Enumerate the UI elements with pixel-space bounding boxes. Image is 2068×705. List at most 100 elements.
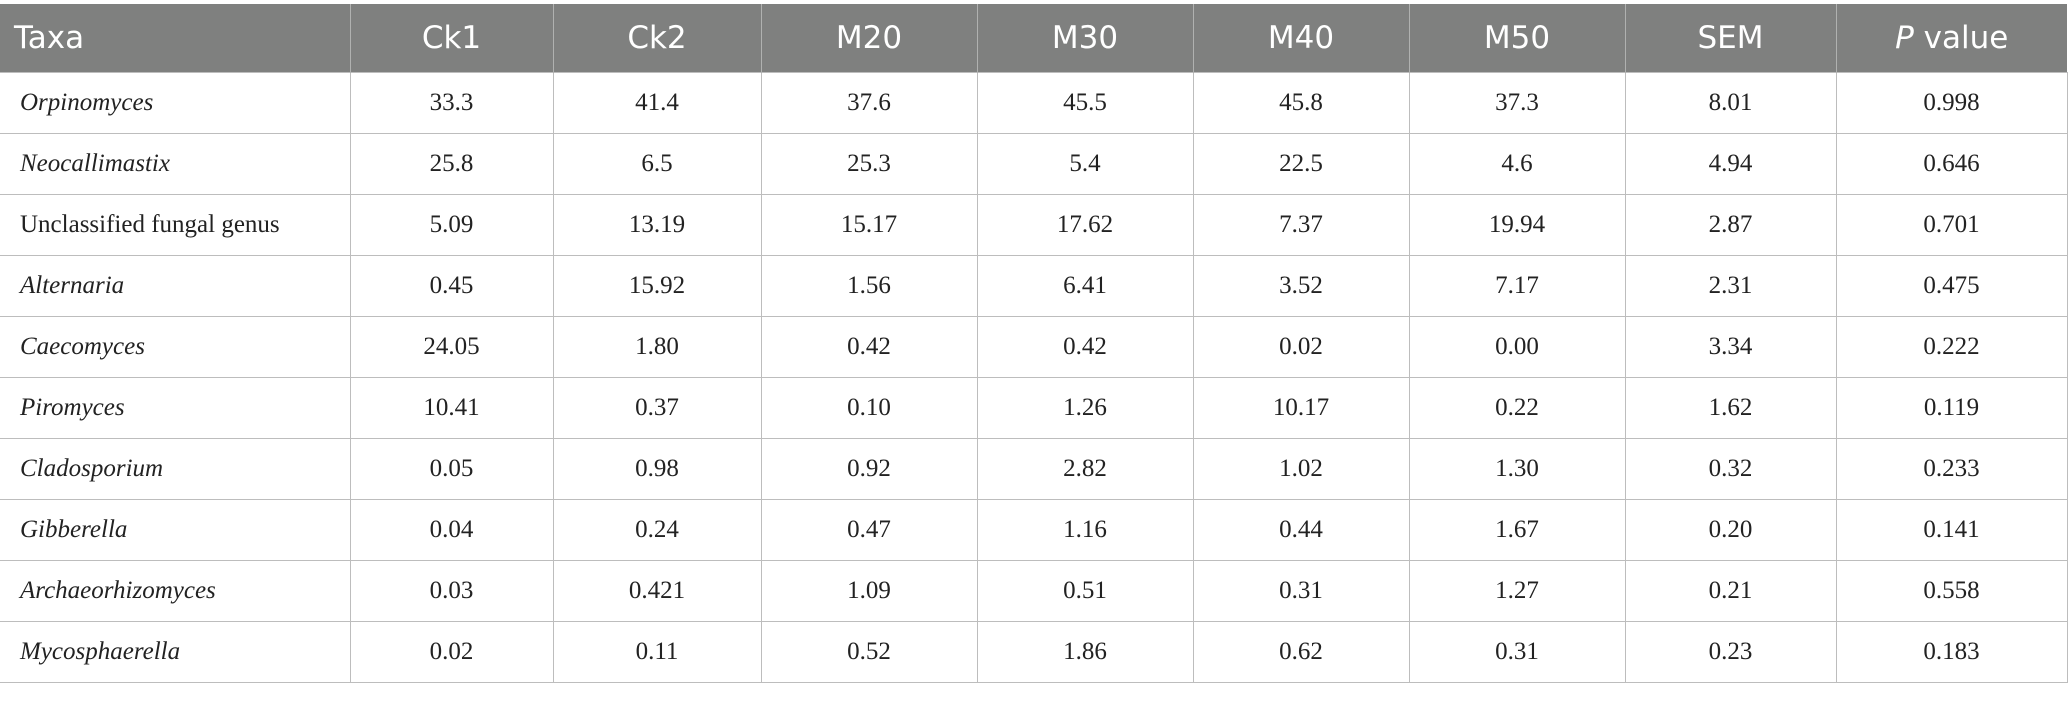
cell-taxa: Orpinomyces [0,72,351,134]
cell-m30: 6.41 [976,255,1194,317]
cell-taxa: Neocallimastix [0,133,351,195]
cell-p-value: 0.558 [1835,560,2068,622]
header-p-value: P value [1835,4,2067,73]
cell-m50: 0.22 [1408,377,1626,439]
table-row: Piromyces 10.41 0.37 0.10 1.26 10.17 0.22 1.62 0… [0,377,2068,439]
table-row: Unclassified fungal genus 5.09 13.19 15.17 1… [0,194,2068,256]
cell-taxa: Gibberella [0,499,351,561]
cell-m50: 0.00 [1408,316,1626,378]
header-row: Taxa Ck1 Ck2 M20 M30 M40 M50 SEM P value [0,4,2067,73]
cell-m50: 4.6 [1408,133,1626,195]
cell-m20: 0.92 [760,438,978,500]
cell-m20: 0.42 [760,316,978,378]
cell-taxa: Caecomyces [0,316,351,378]
table-header: Taxa Ck1 Ck2 M20 M30 M40 M50 SEM P value [0,4,2067,73]
header-m50: M50 [1408,4,1625,73]
cell-ck2: 1.80 [552,316,762,378]
cell-taxa: Piromyces [0,377,351,439]
cell-p-value: 0.233 [1835,438,2068,500]
cell-m20: 0.52 [760,621,978,683]
cell-m40: 1.02 [1192,438,1410,500]
table-row: Alternaria 0.45 15.92 1.56 6.41 3.52 7.17 2.31 0… [0,255,2068,317]
cell-taxa: Archaeorhizomyces [0,560,351,622]
cell-sem: 8.01 [1624,72,1837,134]
cell-sem: 0.20 [1624,499,1837,561]
cell-ck2: 0.37 [552,377,762,439]
cell-m30: 45.5 [976,72,1194,134]
cell-p-value: 0.141 [1835,499,2068,561]
cell-ck1: 0.05 [349,438,554,500]
header-m30: M30 [976,4,1193,73]
table-row: Mycosphaerella 0.02 0.11 0.52 1.86 0.62 0.31 0.… [0,621,2068,683]
cell-m40: 22.5 [1192,133,1410,195]
cell-m30: 0.51 [976,560,1194,622]
cell-m20: 1.56 [760,255,978,317]
cell-sem: 2.87 [1624,194,1837,256]
cell-m50: 19.94 [1408,194,1626,256]
cell-p-value: 0.119 [1835,377,2068,439]
cell-m40: 0.62 [1192,621,1410,683]
cell-m30: 2.82 [976,438,1194,500]
cell-ck2: 0.24 [552,499,762,561]
cell-m50: 1.27 [1408,560,1626,622]
cell-m30: 1.26 [976,377,1194,439]
cell-sem: 0.23 [1624,621,1837,683]
cell-sem: 0.21 [1624,560,1837,622]
cell-sem: 4.94 [1624,133,1837,195]
cell-m20: 37.6 [760,72,978,134]
table-body: Orpinomyces 33.3 41.4 37.6 45.5 45.8 37.3 8.01 0… [0,72,2068,683]
header-ck1: Ck1 [349,4,553,73]
cell-ck1: 0.04 [349,499,554,561]
header-ck2: Ck2 [552,4,761,73]
header-taxa: Taxa [0,4,350,73]
header-p-text: value [1913,20,2009,56]
cell-sem: 2.31 [1624,255,1837,317]
cell-m30: 1.16 [976,499,1194,561]
cell-ck1: 0.02 [349,621,554,683]
cell-taxa: Cladosporium [0,438,351,500]
cell-ck2: 0.11 [552,621,762,683]
table-row: Gibberella 0.04 0.24 0.47 1.16 0.44 1.67 0.20 0.… [0,499,2068,561]
cell-m40: 0.31 [1192,560,1410,622]
cell-p-value: 0.183 [1835,621,2068,683]
table-row: Cladosporium 0.05 0.98 0.92 2.82 1.02 1.30 0.32… [0,438,2068,500]
cell-m40: 7.37 [1192,194,1410,256]
cell-taxa: Alternaria [0,255,351,317]
cell-m50: 37.3 [1408,72,1626,134]
cell-m40: 10.17 [1192,377,1410,439]
fungal-taxa-table: Taxa Ck1 Ck2 M20 M30 M40 M50 SEM P value… [0,4,2068,683]
cell-ck2: 0.98 [552,438,762,500]
cell-sem: 1.62 [1624,377,1837,439]
cell-ck2: 15.92 [552,255,762,317]
cell-taxa: Mycosphaerella [0,621,351,683]
cell-ck1: 10.41 [349,377,554,439]
cell-p-value: 0.998 [1835,72,2068,134]
cell-sem: 0.32 [1624,438,1837,500]
table-row: Neocallimastix 25.8 6.5 25.3 5.4 22.5 4.6 4.94 0… [0,133,2068,195]
cell-taxa: Unclassified fungal genus [0,194,351,256]
cell-m20: 0.10 [760,377,978,439]
cell-p-value: 0.475 [1835,255,2068,317]
cell-ck1: 24.05 [349,316,554,378]
cell-ck2: 6.5 [552,133,762,195]
cell-ck1: 0.45 [349,255,554,317]
cell-m50: 7.17 [1408,255,1626,317]
cell-p-value: 0.701 [1835,194,2068,256]
cell-ck2: 13.19 [552,194,762,256]
cell-m20: 0.47 [760,499,978,561]
cell-m40: 0.02 [1192,316,1410,378]
cell-ck1: 25.8 [349,133,554,195]
cell-m20: 15.17 [760,194,978,256]
cell-m50: 1.30 [1408,438,1626,500]
cell-ck1: 5.09 [349,194,554,256]
cell-m30: 17.62 [976,194,1194,256]
cell-ck1: 33.3 [349,72,554,134]
cell-m40: 0.44 [1192,499,1410,561]
cell-m30: 1.86 [976,621,1194,683]
cell-m40: 45.8 [1192,72,1410,134]
cell-m50: 0.31 [1408,621,1626,683]
cell-ck2: 41.4 [552,72,762,134]
cell-m20: 25.3 [760,133,978,195]
cell-m30: 5.4 [976,133,1194,195]
header-p-symbol: P [1895,20,1914,56]
